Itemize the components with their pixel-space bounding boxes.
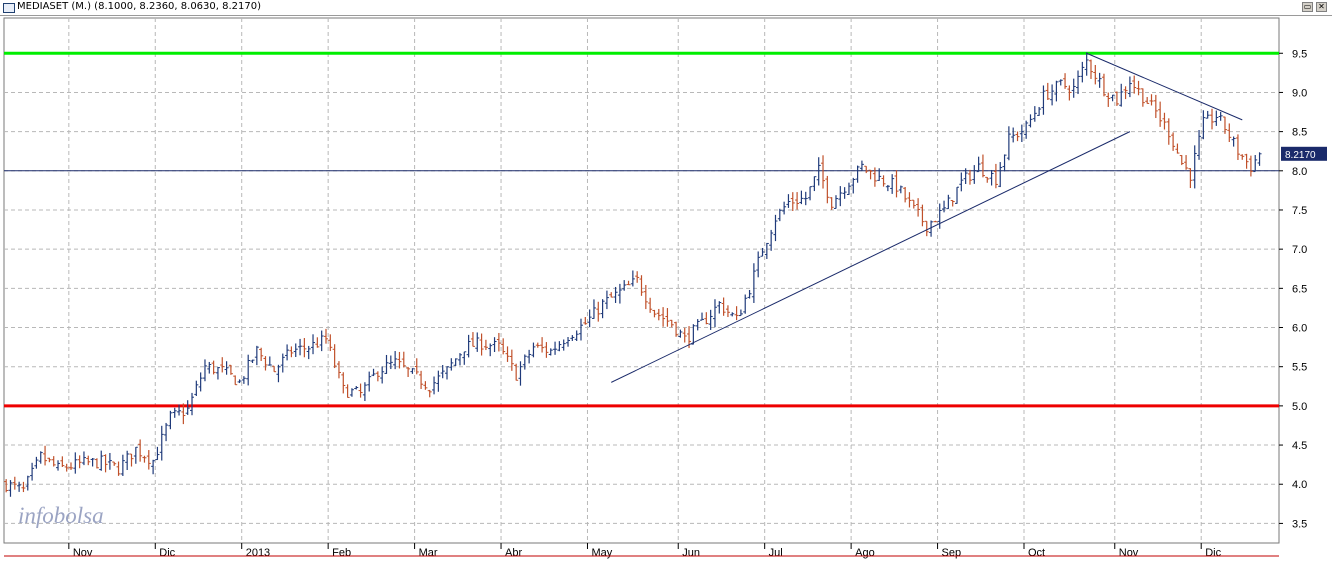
y-tick-label: 7.5 (1292, 205, 1307, 217)
y-tick-label: 8.5 (1292, 127, 1307, 139)
x-tick-label: Dic (159, 547, 175, 559)
y-tick-label: 3.5 (1292, 518, 1307, 530)
x-tick-label: Jun (682, 547, 700, 559)
x-tick-label: Mar (419, 547, 438, 559)
x-tick-label: Nov (1119, 547, 1139, 559)
y-tick-label: 8.0 (1292, 166, 1307, 178)
x-tick-label: Nov (73, 547, 93, 559)
x-tick-label: Jul (769, 547, 783, 559)
y-tick-label: 4.0 (1292, 479, 1307, 491)
x-tick-label: Sep (942, 547, 962, 559)
chart-window-icon (3, 3, 15, 13)
y-tick-label: 9.0 (1292, 87, 1307, 99)
x-tick-label: Abr (505, 547, 522, 559)
last-value-marker (1281, 146, 1327, 161)
uptrend-trendline (611, 131, 1131, 383)
x-tick-label: Ago (855, 547, 875, 559)
window-title: MEDIASET (M.) (8.1000, 8.2360, 8.0630, 8… (17, 1, 262, 12)
y-tick-label: 7.0 (1292, 244, 1307, 256)
restore-button[interactable]: ▭ (1302, 2, 1313, 12)
x-tick-label: 2013 (246, 547, 270, 559)
y-tick-label: 5.0 (1292, 401, 1307, 413)
title-bar: MEDIASET (M.) (8.1000, 8.2360, 8.0630, 8… (0, 0, 1332, 16)
y-tick-label: 6.5 (1292, 283, 1307, 295)
x-tick-label: Feb (332, 547, 351, 559)
y-tick-label: 5.5 (1292, 362, 1307, 374)
downtrend-trendline (1086, 52, 1243, 121)
infobolsa-logo: infobolsa (18, 503, 104, 528)
x-tick-label: Oct (1028, 547, 1045, 559)
price-chart[interactable]: 3.5 4.0 4.5 5.0 5.5 6.0 6.5 7.0 7.5 8.0 8.5 9.0 9.5 N… (0, 16, 1332, 561)
y-tick-label: 6.0 (1292, 323, 1307, 335)
x-tick-label: Dic (1205, 547, 1221, 559)
x-tick-label: May (591, 547, 612, 559)
close-button[interactable]: ✕ (1316, 2, 1327, 12)
y-tick-label: 9.5 (1292, 48, 1307, 60)
last-value-label: 8.2170 (1285, 150, 1316, 161)
y-tick-label: 4.5 (1292, 440, 1307, 452)
